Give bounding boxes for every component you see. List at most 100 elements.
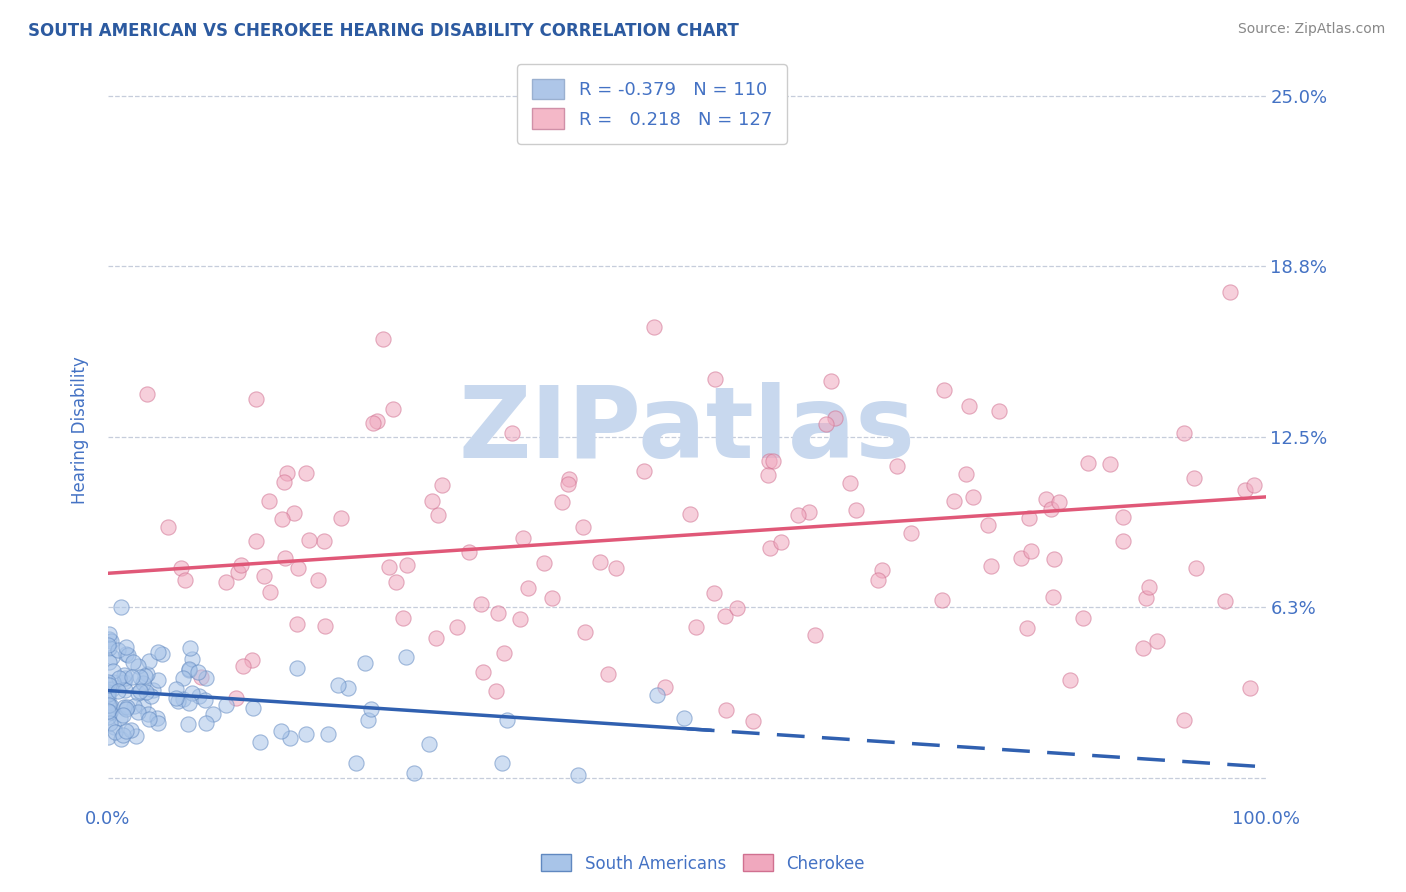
- Point: [314, 619, 336, 633]
- Point: [360, 702, 382, 716]
- Point: [225, 691, 247, 706]
- Point: [240, 653, 263, 667]
- Point: [179, 641, 201, 656]
- Text: SOUTH AMERICAN VS CHEROKEE HEARING DISABILITY CORRELATION CHART: SOUTH AMERICAN VS CHEROKEE HEARING DISAB…: [28, 22, 740, 40]
- Point: [121, 670, 143, 684]
- Point: [125, 729, 148, 743]
- Point: [932, 383, 955, 397]
- Point: [165, 691, 187, 706]
- Point: [170, 561, 193, 575]
- Point: [866, 573, 889, 587]
- Point: [1035, 492, 1057, 507]
- Point: [492, 646, 515, 660]
- Point: [101, 650, 124, 665]
- Point: [179, 662, 201, 676]
- Point: [101, 681, 124, 696]
- Point: [886, 459, 908, 474]
- Point: [1135, 591, 1157, 605]
- Point: [135, 666, 157, 681]
- Point: [111, 708, 134, 723]
- Point: [425, 631, 447, 645]
- Point: [135, 685, 157, 699]
- Point: [190, 670, 212, 684]
- Point: [312, 534, 335, 549]
- Point: [138, 654, 160, 668]
- Point: [962, 490, 984, 504]
- Point: [1146, 633, 1168, 648]
- Point: [138, 712, 160, 726]
- Point: [97, 698, 120, 712]
- Point: [1112, 533, 1135, 548]
- Y-axis label: Hearing Disability: Hearing Disability: [72, 356, 89, 504]
- Point: [714, 703, 737, 717]
- Point: [108, 671, 131, 685]
- Point: [167, 694, 190, 708]
- Point: [418, 737, 440, 751]
- Point: [257, 493, 280, 508]
- Point: [758, 541, 780, 556]
- Point: [551, 495, 574, 509]
- Point: [457, 545, 479, 559]
- Point: [977, 517, 1000, 532]
- Point: [704, 372, 727, 386]
- Point: [172, 692, 194, 706]
- Point: [943, 493, 966, 508]
- Point: [97, 685, 120, 699]
- Point: [1182, 471, 1205, 485]
- Point: [1173, 425, 1195, 440]
- Point: [156, 520, 179, 534]
- Point: [391, 611, 413, 625]
- Point: [713, 608, 735, 623]
- Point: [1234, 483, 1257, 497]
- Point: [97, 704, 120, 718]
- Point: [112, 667, 135, 681]
- Point: [420, 493, 443, 508]
- Point: [485, 684, 508, 698]
- Point: [316, 727, 339, 741]
- Point: [150, 647, 173, 661]
- Point: [127, 659, 149, 673]
- Point: [98, 678, 121, 692]
- Point: [232, 659, 254, 673]
- Point: [533, 556, 555, 570]
- Point: [111, 728, 134, 742]
- Point: [955, 467, 977, 481]
- Point: [98, 632, 121, 647]
- Point: [187, 690, 209, 704]
- Point: [177, 717, 200, 731]
- Point: [148, 645, 170, 659]
- Point: [633, 464, 655, 478]
- Point: [97, 710, 120, 724]
- Point: [97, 675, 120, 690]
- Point: [845, 503, 868, 517]
- Point: [295, 727, 318, 741]
- Point: [298, 533, 321, 547]
- Point: [366, 414, 388, 428]
- Point: [112, 699, 135, 714]
- Point: [1010, 550, 1032, 565]
- Point: [97, 655, 120, 669]
- Point: [245, 392, 267, 407]
- Point: [1042, 590, 1064, 604]
- Point: [129, 683, 152, 698]
- Point: [430, 478, 453, 492]
- Point: [245, 533, 267, 548]
- Point: [226, 565, 249, 579]
- Point: [103, 720, 125, 734]
- Legend: South Americans, Cherokee: South Americans, Cherokee: [534, 847, 872, 880]
- Point: [107, 684, 129, 698]
- Point: [471, 665, 494, 679]
- Point: [115, 640, 138, 654]
- Point: [276, 466, 298, 480]
- Point: [177, 663, 200, 677]
- Point: [1219, 285, 1241, 299]
- Point: [307, 574, 329, 588]
- Point: [1239, 681, 1261, 695]
- Point: [117, 648, 139, 662]
- Point: [136, 706, 159, 721]
- Point: [104, 725, 127, 739]
- Point: [839, 475, 862, 490]
- Point: [799, 505, 821, 519]
- Point: [124, 699, 146, 714]
- Point: [330, 511, 353, 525]
